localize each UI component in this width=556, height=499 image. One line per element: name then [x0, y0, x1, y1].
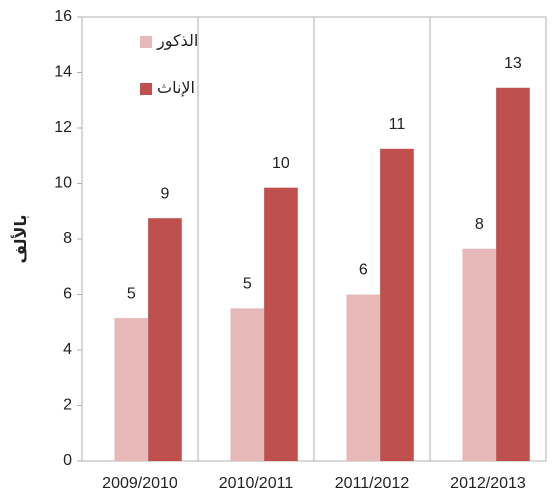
y-tick-label: 4: [63, 341, 72, 358]
bar: [380, 148, 414, 461]
value-label: 13: [504, 55, 522, 72]
value-label: 8: [475, 216, 484, 233]
legend-label: الذكور: [156, 33, 198, 51]
legend-swatch: [140, 83, 152, 95]
bar: [148, 218, 182, 461]
y-tick-label: 8: [63, 230, 72, 247]
y-tick-label: 14: [54, 64, 72, 81]
value-label: 11: [389, 116, 406, 133]
legend-swatch: [140, 36, 152, 48]
bar: [496, 87, 530, 461]
y-tick-label: 10: [54, 175, 72, 192]
y-axis-label: بالألف: [11, 215, 30, 264]
y-tick-label: 6: [63, 286, 72, 303]
value-label: 5: [243, 276, 252, 293]
bar: [230, 308, 265, 461]
value-label: 9: [160, 185, 169, 202]
y-tick-label: 16: [54, 8, 72, 25]
y-tick-label: 12: [54, 119, 72, 136]
x-tick-label: 2012/2013: [450, 475, 526, 492]
bar: [264, 187, 298, 461]
y-tick-label: 2: [63, 397, 72, 414]
bar: [114, 318, 149, 461]
x-tick-label: 2011/2012: [335, 475, 410, 492]
bar: [346, 294, 381, 461]
value-label: 6: [359, 262, 368, 279]
value-label: 5: [127, 285, 136, 302]
x-tick-label: 2009/2010: [102, 475, 178, 492]
value-label: 10: [272, 155, 290, 172]
legend-label: الإناث: [157, 80, 195, 97]
x-tick-label: 2010/2011: [219, 475, 294, 492]
bar: [462, 248, 497, 461]
y-tick-label: 0: [63, 452, 72, 469]
